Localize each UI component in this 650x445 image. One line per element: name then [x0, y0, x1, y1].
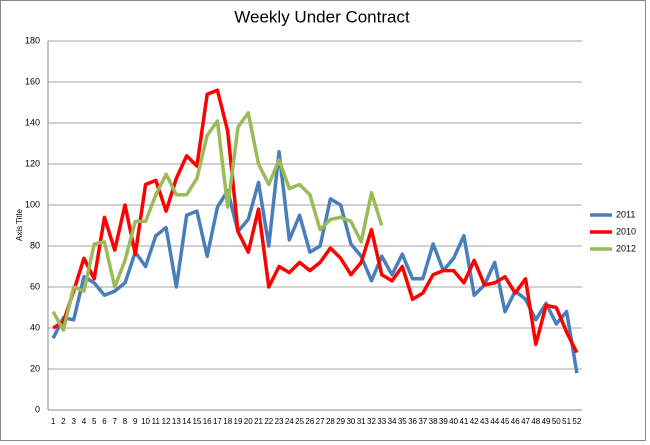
- x-tick-label: 40: [449, 417, 458, 426]
- x-tick-label: 52: [572, 417, 581, 426]
- legend-label: 2011: [616, 209, 635, 219]
- x-tick-label: 48: [531, 417, 540, 426]
- x-tick-label: 23: [275, 417, 284, 426]
- x-tick-label: 45: [501, 417, 510, 426]
- x-tick-label: 26: [305, 417, 314, 426]
- x-tick-label: 49: [542, 417, 551, 426]
- x-tick-label: 24: [285, 417, 294, 426]
- chart-title: Weekly Under Contract: [234, 7, 410, 26]
- x-tick-label: 12: [162, 417, 171, 426]
- x-tick-label: 11: [152, 417, 161, 426]
- x-tick-label: 39: [439, 417, 448, 426]
- y-tick-label: 60: [30, 281, 40, 291]
- y-tick-label: 180: [25, 35, 40, 45]
- x-tick-label: 50: [552, 417, 561, 426]
- x-tick-label: 25: [295, 417, 304, 426]
- x-tick-label: 22: [264, 417, 273, 426]
- x-tick-label: 6: [102, 417, 107, 426]
- x-tick-label: 16: [203, 417, 212, 426]
- x-tick-label: 19: [234, 417, 243, 426]
- legend-label: 2012: [616, 243, 636, 253]
- x-tick-label: 37: [418, 417, 427, 426]
- x-tick-label: 42: [470, 417, 479, 426]
- x-tick-label: 18: [223, 417, 232, 426]
- x-tick-label: 21: [254, 417, 263, 426]
- x-tick-label: 7: [113, 417, 118, 426]
- x-tick-label: 5: [92, 417, 97, 426]
- x-tick-label: 9: [133, 417, 138, 426]
- series-line: [52, 88, 579, 354]
- x-tick-label: 3: [71, 417, 76, 426]
- x-tick-label: 43: [480, 417, 489, 426]
- y-tick-label: 80: [30, 240, 40, 250]
- x-tick-label: 38: [429, 417, 438, 426]
- x-tick-label: 47: [521, 417, 530, 426]
- x-tick-label: 27: [316, 417, 325, 426]
- y-tick-label: 20: [30, 363, 40, 373]
- x-tick-label: 44: [490, 417, 499, 426]
- legend-label: 2010: [616, 226, 636, 236]
- x-tick-label: 46: [511, 417, 520, 426]
- x-tick-label: 30: [346, 417, 355, 426]
- x-tick-label: 33: [377, 417, 386, 426]
- x-tick-label: 1: [51, 417, 56, 426]
- y-axis-title: Axis Title: [15, 208, 24, 241]
- y-tick-label: 160: [25, 76, 40, 86]
- x-tick-label: 20: [244, 417, 253, 426]
- x-tick-label: 15: [192, 417, 201, 426]
- series-line: [51, 149, 579, 374]
- x-tick-label: 32: [367, 417, 376, 426]
- x-tick-label: 2: [61, 417, 66, 426]
- x-tick-label: 8: [123, 417, 128, 426]
- x-tick-label: 31: [357, 417, 366, 426]
- y-tick-label: 140: [25, 117, 40, 127]
- x-tick-label: 4: [82, 417, 87, 426]
- x-tick-label: 51: [562, 417, 571, 426]
- x-tick-label: 17: [213, 417, 222, 426]
- y-tick-label: 120: [25, 158, 40, 168]
- x-tick-label: 29: [336, 417, 345, 426]
- x-tick-label: 14: [182, 417, 191, 426]
- y-tick-label: 100: [25, 199, 40, 209]
- x-tick-label: 13: [172, 417, 181, 426]
- y-tick-label: 0: [35, 404, 40, 414]
- x-tick-label: 36: [408, 417, 417, 426]
- x-tick-label: 35: [398, 417, 407, 426]
- x-tick-label: 41: [459, 417, 468, 426]
- x-tick-label: 10: [141, 417, 150, 426]
- x-tick-label: 28: [326, 417, 335, 426]
- series-line: [51, 111, 384, 332]
- x-tick-label: 34: [388, 417, 397, 426]
- y-tick-label: 40: [30, 322, 40, 332]
